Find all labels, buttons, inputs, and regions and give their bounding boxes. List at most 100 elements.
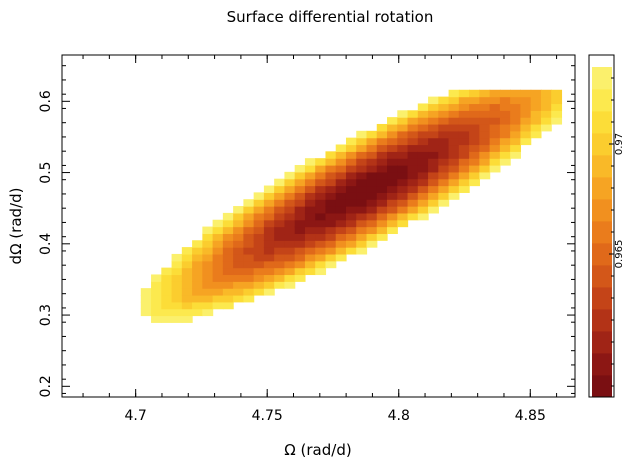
heatmap-cell: [438, 110, 450, 118]
heatmap-cell: [469, 137, 480, 146]
heatmap-cell: [356, 199, 368, 207]
heatmap-cell: [489, 96, 501, 105]
heatmap-cell: [294, 233, 306, 241]
heatmap-cell: [356, 137, 368, 146]
heatmap-cell: [479, 130, 491, 139]
heatmap-cell: [263, 185, 275, 193]
heatmap-cell: [335, 206, 347, 214]
heatmap-cell: [284, 281, 296, 289]
heatmap-cell: [192, 308, 203, 317]
heatmap-cell: [540, 103, 552, 111]
heatmap-cell: [510, 137, 522, 146]
heatmap-cell: [428, 96, 439, 105]
heatmap-cell: [417, 103, 429, 111]
heatmap-cell: [315, 185, 327, 193]
heatmap-cell: [407, 192, 419, 200]
heatmap-cell: [294, 240, 306, 248]
heatmap-cell: [356, 185, 368, 193]
heatmap-cell: [233, 253, 244, 262]
heatmap-cell: [243, 233, 255, 241]
heatmap-cell: [366, 165, 378, 173]
heatmap-cell: [335, 240, 347, 248]
heatmap-cell: [192, 267, 203, 276]
heatmap-cell: [551, 110, 563, 118]
heatmap-cell: [387, 178, 398, 187]
heatmap-cell: [428, 185, 439, 193]
heatmap-cell: [438, 178, 450, 187]
heatmap-cell: [202, 267, 214, 276]
heatmap-cell: [397, 219, 409, 228]
heatmap-cell: [366, 151, 378, 159]
heatmap-cell: [356, 144, 368, 152]
heatmap-cell: [315, 158, 327, 166]
heatmap-cell: [284, 212, 296, 221]
colorbar-swatch: [592, 155, 612, 178]
heatmap-cell: [315, 253, 327, 262]
heatmap-cell: [284, 233, 296, 241]
heatmap-cell: [294, 219, 306, 228]
colorbar-swatch: [592, 221, 612, 244]
heatmap-cell: [387, 171, 398, 180]
heatmap-cell: [366, 158, 378, 166]
heatmap-cell: [448, 178, 460, 187]
heatmap-cell: [458, 110, 470, 118]
heatmap-cell: [294, 247, 306, 255]
heatmap-cell: [345, 158, 357, 166]
heatmap-cells: [140, 89, 563, 323]
heatmap-cell: [243, 288, 255, 296]
heatmap-cell: [469, 130, 480, 139]
heatmap-cell: [499, 144, 511, 152]
heatmap-cell: [140, 308, 152, 317]
heatmap-cell: [192, 294, 203, 303]
heatmap-cell: [499, 110, 511, 118]
heatmap-cell: [192, 260, 203, 269]
heatmap-cell: [304, 158, 316, 166]
heatmap-cell: [448, 123, 460, 132]
heatmap-cell: [263, 219, 275, 228]
heatmap-cell: [387, 123, 398, 132]
heatmap-cell: [171, 253, 183, 262]
heatmap-cell: [366, 240, 378, 248]
heatmap-cell: [161, 301, 173, 310]
heatmap-cell: [304, 219, 316, 228]
heatmap-cell: [428, 103, 439, 111]
heatmap-cell: [376, 233, 388, 241]
heatmap-cell: [356, 165, 368, 173]
heatmap-cell: [448, 165, 460, 173]
heatmap-cell: [428, 137, 439, 146]
heatmap-cell: [510, 103, 522, 111]
heatmap-cell: [171, 301, 183, 310]
heatmap-cell: [530, 110, 542, 118]
heatmap-cell: [335, 199, 347, 207]
heatmap-cell: [161, 294, 173, 303]
heatmap-cell: [417, 130, 429, 139]
heatmap-cell: [181, 294, 193, 303]
heatmap-cell: [315, 233, 327, 241]
heatmap-cell: [448, 192, 460, 200]
heatmap-cell: [151, 288, 162, 296]
heatmap-cell: [304, 192, 316, 200]
heatmap-cell: [479, 96, 491, 105]
heatmap-cell: [417, 192, 429, 200]
heatmap-cell: [417, 158, 429, 166]
heatmap-cell: [284, 247, 296, 255]
heatmap-cell: [417, 212, 429, 221]
heatmap-cell: [253, 233, 265, 241]
heatmap-cell: [397, 151, 409, 159]
heatmap-cell: [428, 192, 439, 200]
heatmap-cell: [458, 178, 470, 187]
heatmap-cell: [294, 212, 306, 221]
heatmap-cell: [417, 144, 429, 152]
heatmap-cell: [181, 253, 193, 262]
heatmap-cell: [407, 144, 419, 152]
heatmap-cell: [479, 165, 491, 173]
heatmap-cell: [407, 212, 419, 221]
heatmap-cell: [345, 219, 357, 228]
heatmap-cell: [520, 130, 532, 139]
heatmap-cell: [222, 267, 234, 276]
heatmap-cell: [345, 185, 357, 193]
heatmap-cell: [540, 117, 552, 125]
heatmap-cell: [253, 288, 265, 296]
heatmap-cell: [438, 103, 450, 111]
heatmap-cell: [448, 158, 460, 166]
